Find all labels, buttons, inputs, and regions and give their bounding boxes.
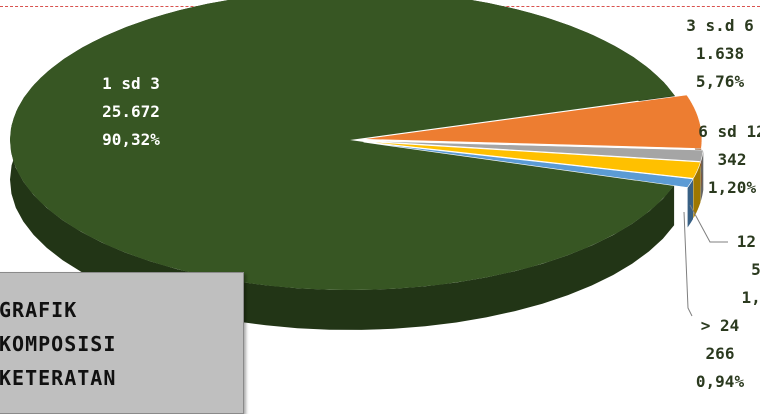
slice-percent: 1,7 — [741, 288, 760, 307]
title-line-2: KOMPOSISI — [0, 332, 117, 356]
pie-tops — [10, 0, 704, 290]
chart-title-box: GRAFIK KOMPOSISI KETERATAN — [0, 272, 244, 414]
pie-slice-1 — [361, 94, 703, 149]
pie-side-4 — [687, 179, 693, 228]
pie-slice-3 — [363, 141, 701, 179]
slice-value: 1.638 — [695, 44, 745, 63]
slice-value: 266 — [705, 344, 735, 363]
title-line-3: KETERATAN — [0, 366, 117, 390]
slice-percent: 5,76% — [695, 72, 745, 91]
slice-name: > 24 — [700, 316, 740, 335]
pie-side-3 — [693, 162, 701, 219]
slice-label-6-sd-12: 6 sd 12 342 1,20% — [692, 118, 760, 202]
slice-name: 6 sd 12 — [698, 122, 760, 141]
slice-label-1-sd-3: 1 sd 3 25.672 90,32% — [76, 70, 186, 154]
slice-percent: 90,32% — [102, 130, 160, 149]
leader-line-12-s — [689, 204, 728, 243]
leader-lines — [683, 204, 728, 317]
leader-line-over-24 — [683, 211, 693, 317]
pie-slice-2 — [363, 140, 704, 162]
slice-name: 3 s.d 6 — [686, 16, 754, 35]
slice-label-12-s: 12 s 5 1,7 — [726, 228, 760, 312]
slice-name: 1 sd 3 — [102, 74, 160, 93]
pie-slice-4 — [363, 141, 694, 188]
title-line-1: GRAFIK — [0, 298, 78, 322]
slice-percent: 0,94% — [695, 372, 745, 391]
slice-value: 5 — [751, 260, 760, 279]
slice-label-over-24: > 24 266 0,94% — [690, 312, 750, 396]
slice-value: 25.672 — [102, 102, 160, 121]
slice-value: 342 — [717, 150, 747, 169]
chart-title: GRAFIK KOMPOSISI KETERATAN — [0, 293, 116, 395]
slice-name: 12 s — [736, 232, 760, 251]
pie-slice-0 — [10, 0, 675, 290]
pie-chart — [10, 0, 728, 330]
slice-label-3-sd-6: 3 s.d 6 1.638 5,76% — [680, 12, 760, 96]
pie-side-2 — [700, 150, 704, 202]
slice-percent: 1,20% — [707, 178, 757, 197]
